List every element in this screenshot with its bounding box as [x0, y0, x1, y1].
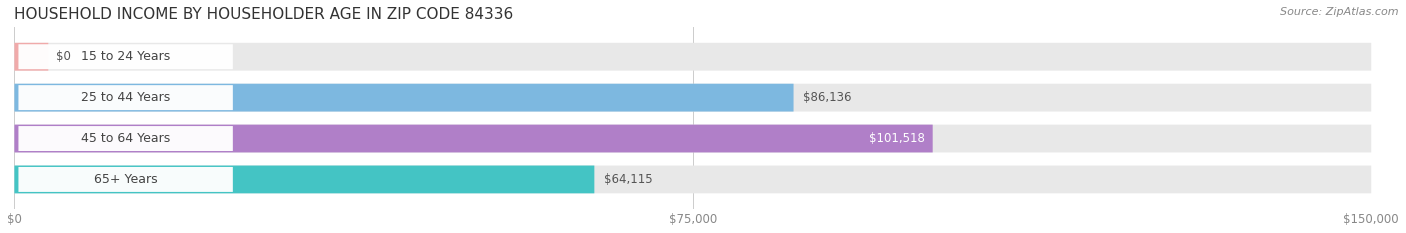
Text: $64,115: $64,115	[603, 173, 652, 186]
Text: 65+ Years: 65+ Years	[94, 173, 157, 186]
FancyBboxPatch shape	[18, 85, 233, 110]
Text: $0: $0	[56, 50, 72, 63]
Text: Source: ZipAtlas.com: Source: ZipAtlas.com	[1281, 7, 1399, 17]
Text: 45 to 64 Years: 45 to 64 Years	[82, 132, 170, 145]
FancyBboxPatch shape	[14, 125, 932, 152]
FancyBboxPatch shape	[14, 125, 1371, 152]
FancyBboxPatch shape	[18, 44, 233, 69]
Text: 15 to 24 Years: 15 to 24 Years	[82, 50, 170, 63]
Text: $101,518: $101,518	[869, 132, 925, 145]
FancyBboxPatch shape	[14, 43, 1371, 71]
FancyBboxPatch shape	[14, 43, 48, 71]
FancyBboxPatch shape	[14, 84, 1371, 112]
FancyBboxPatch shape	[18, 126, 233, 151]
FancyBboxPatch shape	[14, 165, 1371, 193]
Text: $86,136: $86,136	[803, 91, 852, 104]
FancyBboxPatch shape	[14, 84, 793, 112]
FancyBboxPatch shape	[18, 167, 233, 192]
Text: 25 to 44 Years: 25 to 44 Years	[82, 91, 170, 104]
Text: HOUSEHOLD INCOME BY HOUSEHOLDER AGE IN ZIP CODE 84336: HOUSEHOLD INCOME BY HOUSEHOLDER AGE IN Z…	[14, 7, 513, 22]
FancyBboxPatch shape	[14, 165, 595, 193]
